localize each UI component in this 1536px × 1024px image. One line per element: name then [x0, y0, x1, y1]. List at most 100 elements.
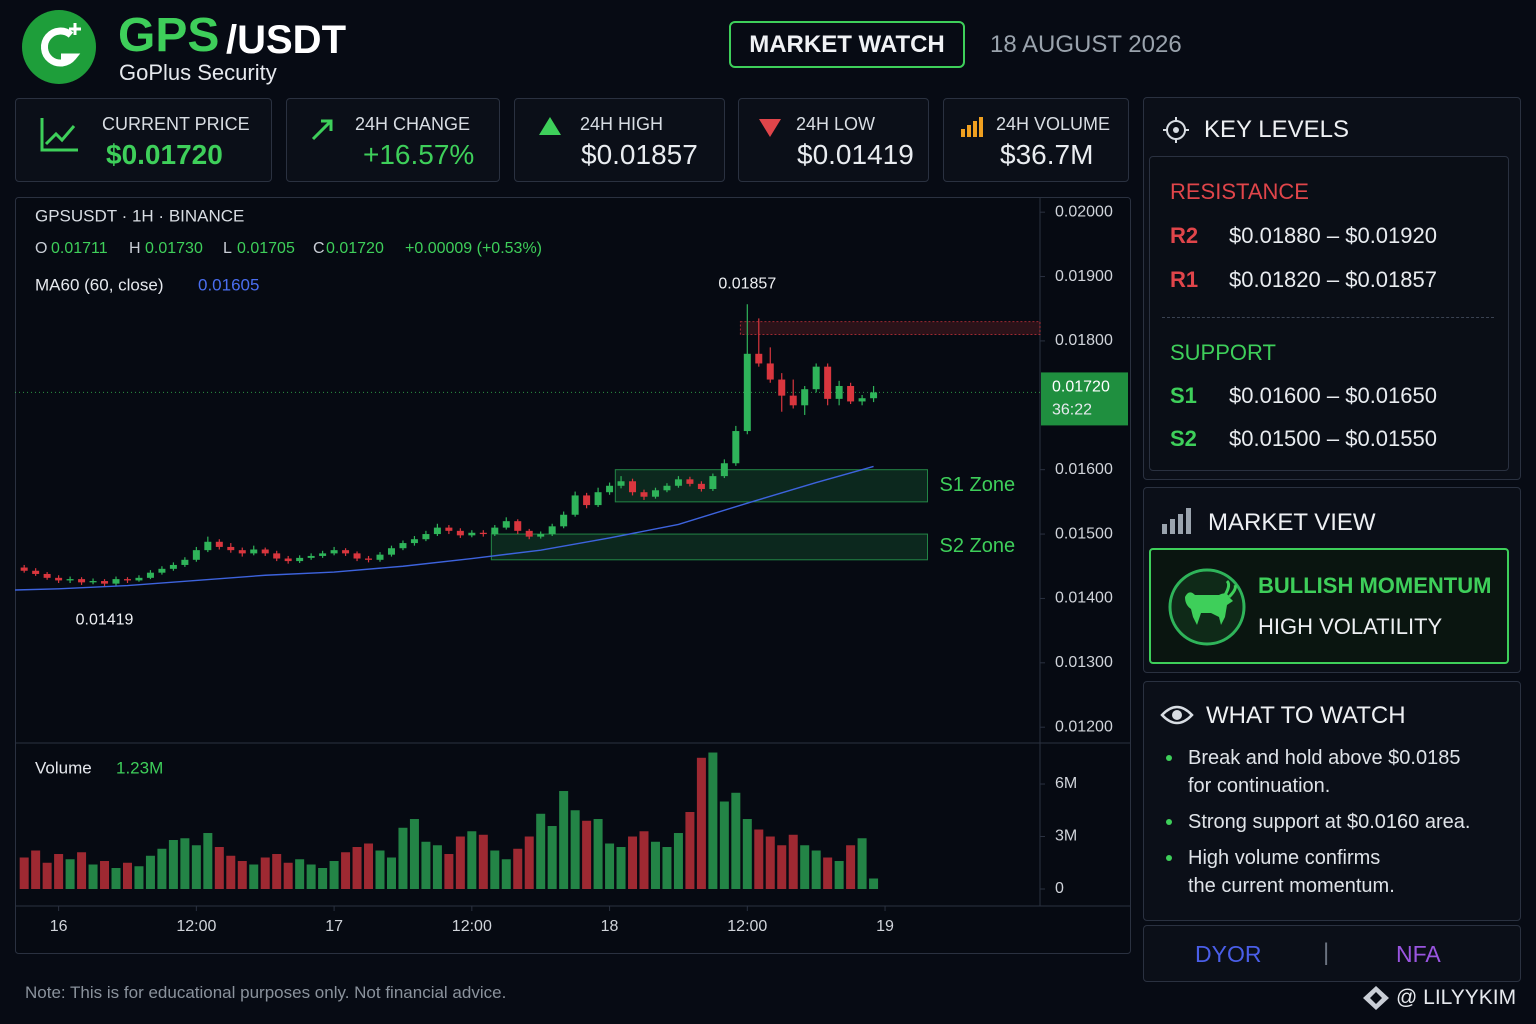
- ma-name: MA60 (60, close): [35, 275, 164, 294]
- volume-bar: [272, 854, 282, 889]
- candle-body: [870, 392, 878, 399]
- chart-title: GPSUSDT · 1H · BINANCE: [35, 206, 244, 225]
- pair-quote: /USDT: [226, 18, 346, 62]
- candle-body: [307, 555, 315, 558]
- stat-card: 24H VOLUME $36.7M: [943, 98, 1129, 182]
- x-tick-label: 19: [876, 918, 894, 935]
- candle-body: [66, 579, 74, 581]
- market-view-card: MARKET VIEW BULLISH MOMENTUM HIGH VOLATI…: [1143, 487, 1521, 673]
- volume-last: 1.23M: [116, 758, 163, 777]
- volume-bar: [811, 850, 821, 889]
- volume-bar: [536, 813, 546, 889]
- bullet-dot: [1166, 855, 1172, 861]
- level-tag: R1: [1170, 267, 1199, 292]
- candle-body: [78, 579, 86, 583]
- date: 18 AUGUST 2026: [990, 31, 1182, 58]
- dyor: DYOR: [1195, 941, 1262, 967]
- card-title: MARKET VIEW: [1208, 509, 1376, 536]
- volume-bar: [318, 868, 328, 889]
- volume-bar: [111, 868, 121, 889]
- volume-bar: [490, 850, 500, 889]
- zone: [739, 321, 1041, 335]
- icon: [1162, 508, 1191, 534]
- candle-body: [514, 521, 522, 531]
- bullet: Break and hold above $0.0185 for continua…: [1162, 744, 1470, 800]
- volume-bar: [31, 850, 41, 889]
- bullet: Strong support at $0.0160 area.: [1162, 808, 1470, 836]
- volume-bar: [249, 864, 259, 889]
- volume-bar: [846, 845, 856, 889]
- candle-body: [732, 431, 740, 464]
- icon: [40, 118, 78, 152]
- candle-body: [778, 379, 786, 396]
- volume-bar: [295, 859, 305, 889]
- candle-body: [583, 495, 591, 506]
- volume-bar: [708, 752, 718, 889]
- volume-bar: [329, 861, 339, 889]
- candle-body: [192, 550, 200, 560]
- volume-bar: [547, 826, 557, 889]
- volume-bar: [157, 848, 167, 889]
- volume-bar: [191, 845, 201, 889]
- note: Note: This is for educational purposes o…: [25, 983, 507, 1002]
- candle-body: [330, 550, 338, 554]
- candle-body: [433, 527, 441, 535]
- volume-bar: [467, 831, 477, 889]
- bullet-text: High volume confirms: [1188, 847, 1381, 869]
- bullet-text: for continuation.: [1188, 775, 1331, 797]
- candle-body: [101, 581, 109, 584]
- volume-bar: [409, 819, 419, 889]
- volume-bar: [639, 831, 649, 889]
- candle-body: [250, 549, 258, 554]
- level-tag: R2: [1170, 223, 1199, 248]
- stat-value: $36.7M: [1000, 139, 1094, 170]
- stat-value: $0.01720: [106, 139, 223, 170]
- candle-body: [537, 534, 545, 537]
- key-levels-card: KEY LEVELS RESISTANCE R2 $0.01880 – $0.0…: [1143, 97, 1521, 480]
- y-tick-label: 0.01400: [1055, 590, 1113, 607]
- candle-body: [284, 558, 292, 562]
- volume-bar: [650, 841, 660, 889]
- level-tag: S1: [1170, 383, 1197, 408]
- volume-bar: [570, 810, 580, 889]
- candle-body: [824, 366, 832, 399]
- zone-label: S1 Zone: [940, 474, 1016, 496]
- volume-bar: [421, 841, 431, 889]
- volume-bar: [352, 847, 362, 889]
- volume-bar: [444, 854, 454, 889]
- bullet-list: Break and hold above $0.0185 for continua…: [1162, 744, 1470, 908]
- candle-body: [146, 572, 154, 578]
- ohlc-key: O: [35, 240, 47, 257]
- volume-bar: [398, 827, 408, 889]
- volume-bar: [696, 757, 706, 889]
- candle-body: [204, 541, 212, 551]
- candle-body: [342, 550, 350, 554]
- level-range: $0.01600 – $0.01650: [1229, 383, 1437, 408]
- volume-bar: [203, 833, 213, 889]
- volume-bar: [341, 852, 351, 889]
- view-primary: BULLISH MOMENTUM: [1258, 573, 1492, 598]
- level-range: $0.01500 – $0.01550: [1229, 426, 1437, 451]
- ma-value: 0.01605: [198, 275, 259, 294]
- icon: [759, 119, 781, 137]
- candle-body: [112, 579, 120, 584]
- volume-bar: [524, 836, 534, 889]
- volume-bar: [42, 862, 52, 889]
- candle-body: [525, 530, 533, 537]
- volume-bar: [800, 845, 810, 889]
- volume-bar: [65, 859, 75, 889]
- volume-bar: [513, 848, 523, 889]
- candle-body: [847, 385, 855, 402]
- candle-body: [709, 476, 717, 489]
- ohlc-key: L: [223, 240, 232, 257]
- volume-bar: [375, 850, 385, 889]
- volume-bar: [731, 792, 741, 889]
- candle-body: [215, 541, 223, 547]
- x-tick-label: 12:00: [727, 918, 767, 935]
- volume-bar: [857, 838, 867, 889]
- divider: [1162, 317, 1494, 318]
- y-tick-label: 0.02000: [1055, 203, 1113, 220]
- volume-bar: [501, 859, 511, 889]
- icon: [311, 119, 333, 141]
